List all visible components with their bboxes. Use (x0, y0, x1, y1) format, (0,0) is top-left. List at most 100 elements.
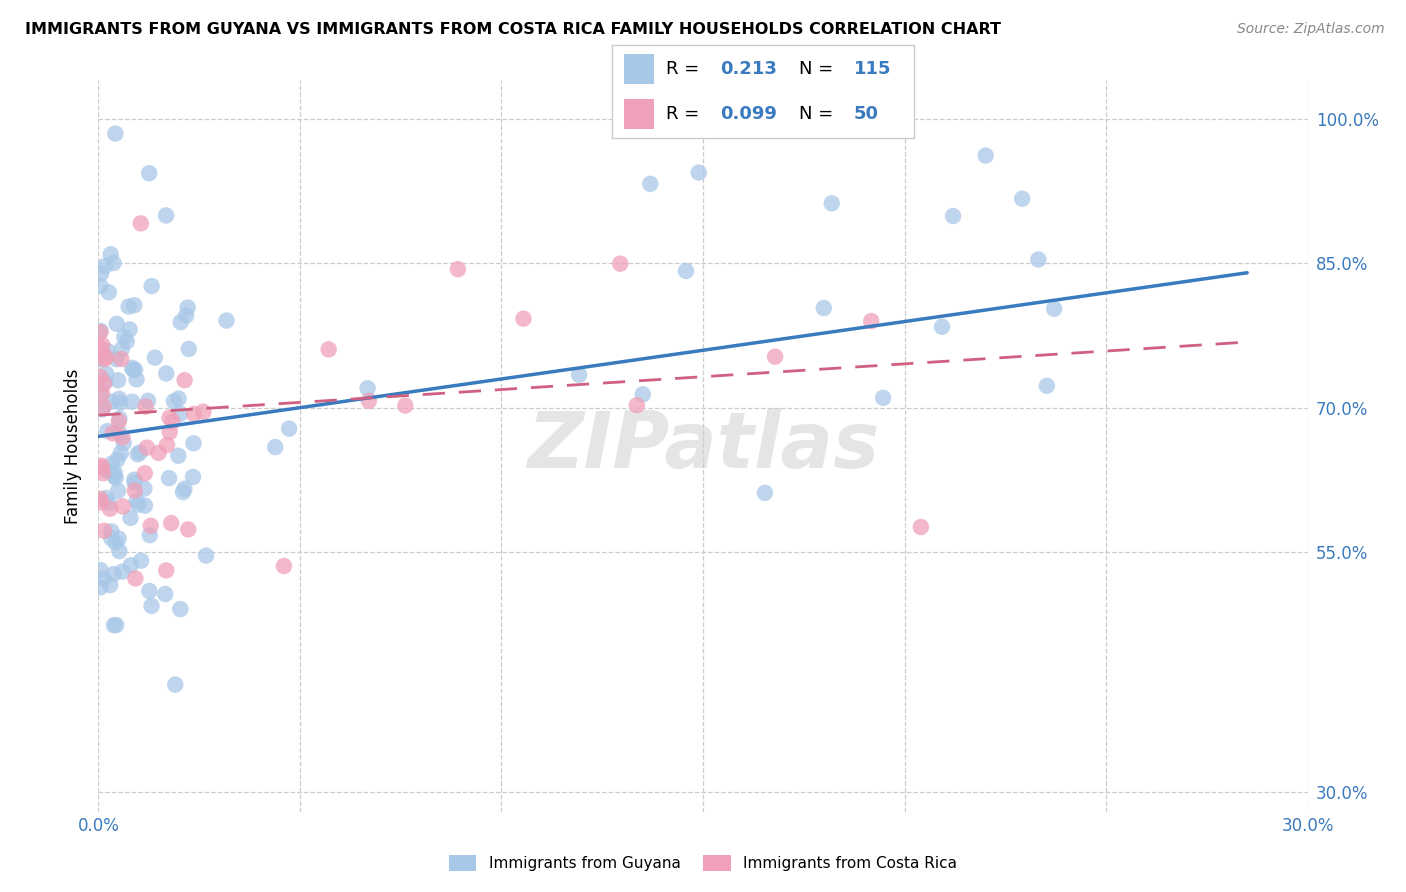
Text: 115: 115 (853, 60, 891, 78)
Point (98, 501, 121, 516)
Point (89, 279, 111, 293)
Point (124, 483, 146, 498)
Point (1028, 252, 1050, 267)
Point (93, 572, 115, 586)
Point (139, 528, 162, 542)
Point (93, 376, 115, 391)
Point (134, 467, 156, 481)
Point (117, 300, 139, 314)
Point (104, 471, 127, 485)
Point (626, 398, 648, 412)
Point (105, 317, 128, 331)
Point (103, 469, 125, 483)
Point (264, 440, 287, 454)
Point (107, 452, 129, 467)
Point (172, 485, 194, 500)
Point (121, 394, 143, 409)
Point (167, 392, 190, 406)
Point (134, 482, 156, 496)
Point (107, 532, 129, 546)
Point (688, 165, 710, 179)
Point (173, 373, 195, 387)
Point (134, 499, 156, 513)
Point (94, 259, 117, 273)
Point (754, 485, 776, 500)
Point (104, 466, 127, 480)
Text: 0.213: 0.213 (720, 60, 778, 78)
Point (127, 447, 149, 461)
Point (110, 396, 132, 410)
Point (120, 511, 142, 525)
Text: 50: 50 (853, 105, 879, 123)
Point (177, 523, 200, 537)
Point (90, 460, 112, 475)
Point (94, 367, 117, 381)
Y-axis label: Family Households: Family Households (65, 368, 83, 524)
Point (159, 425, 181, 439)
Point (90, 352, 112, 367)
Point (101, 426, 124, 441)
Point (447, 262, 470, 277)
Point (165, 677, 187, 691)
Point (1011, 192, 1033, 206)
Point (91, 386, 114, 401)
Point (89, 370, 111, 384)
Point (609, 257, 631, 271)
Point (100, 247, 122, 261)
Point (155, 563, 177, 577)
Point (111, 430, 134, 444)
Text: IMMIGRANTS FROM GUYANA VS IMMIGRANTS FROM COSTA RICA FAMILY HOUSEHOLDS CORRELATI: IMMIGRANTS FROM GUYANA VS IMMIGRANTS FRO… (25, 22, 1001, 37)
Point (872, 391, 894, 405)
Text: ZIPatlas: ZIPatlas (527, 408, 879, 484)
Point (129, 216, 152, 230)
Point (112, 330, 135, 344)
Point (1043, 301, 1066, 316)
Point (143, 351, 166, 365)
Point (129, 554, 152, 568)
Point (157, 471, 180, 485)
Point (91, 402, 114, 417)
Point (115, 334, 138, 349)
Point (177, 342, 200, 356)
Point (155, 587, 177, 601)
Point (96, 424, 118, 438)
Point (278, 422, 301, 436)
Point (89, 341, 111, 355)
Point (124, 475, 146, 490)
Point (90, 266, 112, 280)
Point (155, 367, 177, 381)
Text: Source: ZipAtlas.com: Source: ZipAtlas.com (1237, 22, 1385, 37)
Point (105, 352, 128, 367)
Point (675, 264, 697, 278)
Point (174, 309, 197, 323)
Point (98, 496, 121, 510)
Point (125, 494, 148, 508)
Point (90, 387, 112, 401)
Point (931, 319, 953, 334)
Point (108, 411, 131, 425)
Point (112, 436, 135, 450)
Point (122, 473, 145, 487)
Point (103, 567, 125, 582)
Point (141, 599, 163, 613)
Point (97, 344, 120, 359)
Point (394, 399, 416, 413)
Point (167, 449, 190, 463)
Text: N =: N = (799, 60, 839, 78)
Point (100, 524, 122, 539)
Point (356, 381, 378, 395)
Point (138, 166, 160, 180)
Point (135, 400, 157, 414)
Point (111, 565, 134, 579)
Point (107, 483, 129, 498)
Point (183, 407, 205, 421)
Point (195, 549, 218, 563)
Point (108, 544, 131, 558)
Text: R =: R = (666, 105, 704, 123)
Point (93, 352, 115, 367)
Point (763, 350, 786, 364)
Point (122, 362, 145, 376)
Point (121, 360, 143, 375)
Point (155, 209, 177, 223)
Point (974, 148, 997, 162)
